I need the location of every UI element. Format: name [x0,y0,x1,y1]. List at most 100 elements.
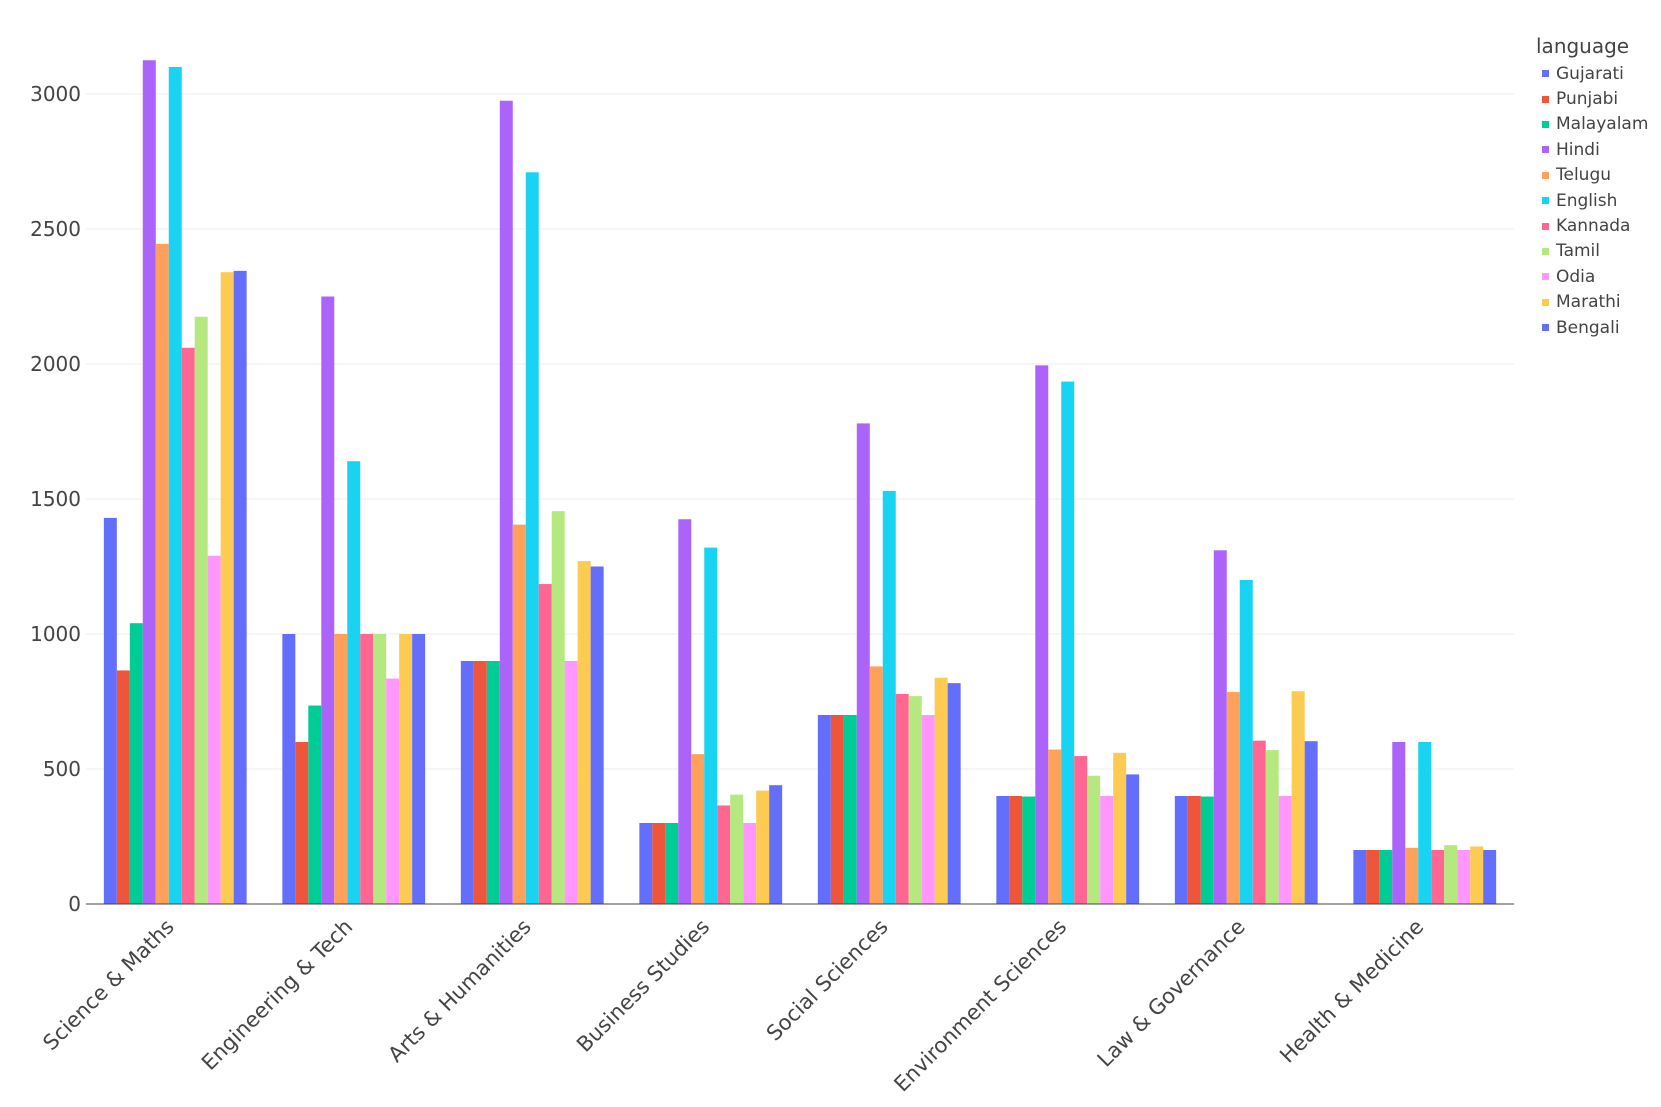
legend-item-gujarati[interactable]: Gujarati [1536,61,1661,86]
y-tick-label: 3000 [30,82,81,106]
bar-bengali-0 [233,270,247,905]
legend-item-odia[interactable]: Odia [1536,264,1661,289]
legend-label: Odia [1556,266,1596,287]
bar-hindi-1 [321,296,335,904]
legend-swatch [1542,197,1549,205]
bar-telugu-4 [869,666,883,904]
bar-english-0 [168,67,182,904]
legend-swatch [1542,70,1549,78]
legend-swatch [1542,273,1549,281]
x-tick-label: Environment Sciences [889,915,1071,1097]
bar-english-2 [525,172,539,905]
bar-kannada-3 [717,805,731,904]
legend-item-tamil[interactable]: Tamil [1536,239,1661,264]
legend-label: Bengali [1556,317,1620,338]
bar-gujarati-1 [282,634,296,904]
bar-gujarati-4 [817,715,831,904]
bar-kannada-7 [1431,850,1445,904]
bar-hindi-0 [142,60,156,904]
bar-telugu-5 [1048,749,1062,904]
y-tick-label: 2000 [30,352,81,376]
legend-item-punjabi[interactable]: Punjabi [1536,86,1661,111]
bar-odia-1 [386,678,400,904]
bar-telugu-3 [691,754,705,904]
bar-telugu-0 [155,243,169,905]
bar-odia-5 [1100,796,1114,904]
bar-odia-3 [743,823,757,904]
bar-malayalam-7 [1379,850,1393,904]
legend-item-english[interactable]: English [1536,188,1661,213]
x-tick-label: Engineering & Tech [197,915,357,1075]
bar-odia-0 [207,555,221,904]
bar-kannada-0 [181,347,195,904]
y-tick-label: 1500 [30,487,81,511]
legend-swatch [1542,247,1549,255]
legend-item-kannada[interactable]: Kannada [1536,213,1661,238]
bar-kannada-5 [1074,756,1088,904]
bar-odia-4 [921,715,935,904]
bar-tamil-6 [1265,750,1279,904]
legend-label: Marathi [1556,292,1621,313]
bar-punjabi-4 [830,715,844,904]
bar-marathi-3 [756,790,770,904]
legend-swatch [1542,146,1549,154]
bar-punjabi-5 [1009,796,1023,904]
legend-swatch [1542,222,1549,230]
bar-punjabi-6 [1187,796,1201,904]
bar-bengali-2 [590,566,604,904]
bar-kannada-1 [360,634,374,904]
bar-gujarati-6 [1174,796,1188,904]
y-axis-tick-labels: 0 500 1000 1500 2000 2500 3000 [30,82,81,916]
bar-bengali-3 [769,785,783,904]
legend-item-marathi[interactable]: Marathi [1536,290,1661,315]
x-tick-label: Science & Maths [38,915,178,1055]
legend-label: Tamil [1556,241,1600,262]
bar-punjabi-3 [652,823,666,904]
legend-swatch [1542,171,1549,179]
bar-tamil-4 [908,696,922,904]
y-tick-label: 2500 [30,217,81,241]
bar-marathi-7 [1470,846,1484,904]
legend-item-malayalam[interactable]: Malayalam [1536,112,1661,137]
bar-tamil-5 [1087,775,1101,904]
bar-bengali-7 [1483,850,1497,904]
legend-label: Gujarati [1556,63,1624,84]
bar-telugu-7 [1405,847,1419,904]
legend-swatch [1542,298,1549,306]
bar-english-7 [1418,742,1432,904]
bar-gujarati-2 [460,661,474,904]
bar-kannada-6 [1252,740,1266,904]
bar-punjabi-2 [473,661,487,904]
legend-item-bengali[interactable]: Bengali [1536,315,1661,340]
bar-odia-6 [1278,796,1292,904]
gridlines [86,93,1514,770]
bar-hindi-7 [1392,742,1406,904]
bar-telugu-2 [512,524,526,904]
bar-kannada-4 [895,693,909,904]
bar-malayalam-3 [665,823,679,904]
bar-tamil-3 [730,794,744,904]
bar-malayalam-6 [1200,796,1214,904]
bar-malayalam-4 [843,715,857,904]
legend-item-hindi[interactable]: Hindi [1536,137,1661,162]
bar-kannada-2 [538,584,552,904]
legend-title: language [1536,34,1630,58]
legend-label: Malayalam [1556,114,1649,135]
bar-punjabi-7 [1366,850,1380,904]
bar-hindi-4 [856,423,870,904]
legend-label: Telugu [1556,165,1612,186]
bar-marathi-4 [934,677,948,904]
bar-hindi-5 [1035,365,1049,905]
bar-english-3 [704,547,718,904]
legend-item-telugu[interactable]: Telugu [1536,163,1661,188]
bar-english-1 [347,461,361,904]
bar-marathi-1 [399,634,413,904]
bar-gujarati-0 [103,517,117,904]
bar-bengali-5 [1126,774,1140,904]
bar-english-6 [1239,580,1253,904]
x-tick-label: Law & Governance [1093,915,1250,1072]
bar-punjabi-0 [116,670,130,904]
bar-telugu-6 [1226,692,1240,904]
